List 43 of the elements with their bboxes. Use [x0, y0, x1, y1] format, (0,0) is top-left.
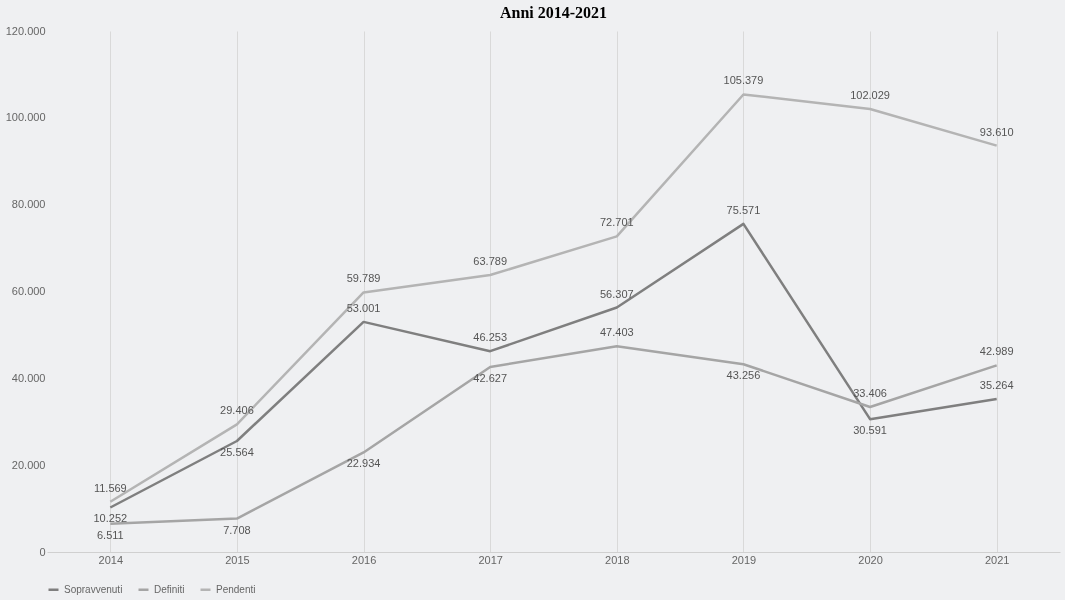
- legend-label: Pendenti: [216, 583, 256, 595]
- y-tick-label: 60.000: [11, 285, 46, 297]
- y-tick-label: 40.000: [11, 371, 46, 384]
- data-label: 42.627: [473, 371, 508, 384]
- data-label: 25.564: [220, 446, 254, 459]
- chart-title: Anni 2014-2021: [499, 4, 608, 21]
- y-tick-label: 20.000: [11, 458, 46, 471]
- x-tick-label: 2015: [225, 553, 250, 566]
- legend-label: Sopravvenuti: [64, 583, 123, 595]
- data-label: 102.029: [850, 89, 890, 102]
- data-label: 33.406: [853, 386, 887, 399]
- x-tick-label: 2020: [858, 553, 883, 566]
- x-tick-label: 2017: [478, 553, 503, 566]
- data-label: 11.569: [93, 481, 127, 494]
- data-label: 72.701: [599, 216, 634, 229]
- x-tick-label: 2019: [731, 553, 757, 566]
- data-label: 47.403: [599, 326, 634, 339]
- y-tick-label: 0: [39, 545, 46, 558]
- legend-label: Definiti: [154, 583, 185, 595]
- data-label: 7.708: [223, 523, 251, 536]
- data-label: 43.256: [726, 369, 761, 382]
- data-label: 42.989: [979, 345, 1014, 358]
- data-label: 22.934: [346, 457, 381, 470]
- data-label: 35.264: [979, 378, 1014, 391]
- data-label: 6.511: [96, 528, 124, 541]
- data-label: 53.001: [346, 301, 381, 314]
- x-tick-label: 2021: [984, 553, 1010, 566]
- data-label: 59.789: [346, 272, 381, 285]
- data-label: 105.379: [723, 74, 764, 87]
- data-label: 30.591: [853, 424, 887, 437]
- data-label: 46.253: [473, 331, 508, 344]
- x-tick-label: 2016: [351, 553, 377, 566]
- y-tick-label: 100.000: [5, 111, 46, 124]
- data-label: 75.571: [726, 203, 761, 216]
- data-label: 29.406: [220, 404, 254, 417]
- data-label: 93.610: [979, 125, 1014, 138]
- data-label: 63.789: [473, 255, 508, 268]
- data-label: 56.307: [599, 287, 634, 300]
- x-tick-label: 2018: [605, 553, 630, 566]
- y-tick-label: 120.000: [5, 24, 46, 37]
- x-tick-label: 2014: [98, 553, 124, 566]
- data-label: 10.252: [93, 512, 128, 525]
- y-tick-label: 80.000: [11, 198, 46, 211]
